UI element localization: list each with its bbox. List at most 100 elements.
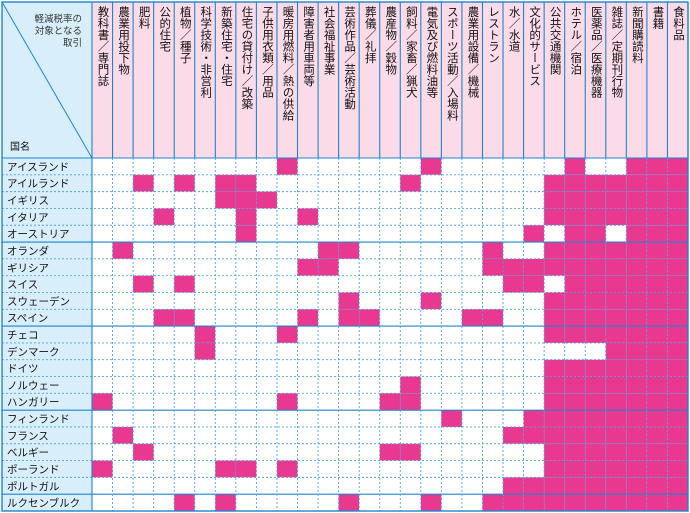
- cell-empty: [338, 174, 360, 192]
- cell-applicable: [585, 292, 606, 310]
- cell-applicable: [667, 460, 688, 478]
- cell-empty: [215, 309, 236, 327]
- cell-empty: [256, 275, 277, 293]
- cell-applicable: [564, 174, 586, 192]
- cell-empty: [461, 443, 483, 461]
- column-header-text: 水: [507, 6, 522, 18]
- cell-empty: [92, 309, 113, 327]
- cell-empty: [174, 393, 195, 411]
- cell-empty: [420, 208, 442, 226]
- cell-applicable: [667, 225, 688, 243]
- cell-applicable: [585, 443, 606, 461]
- column-header-text: ・住宅: [219, 52, 234, 87]
- cell-empty: [215, 225, 236, 243]
- column-header-text: 医薬品: [589, 6, 604, 41]
- cell-empty: [503, 225, 524, 243]
- cell-applicable: [544, 393, 565, 411]
- cell-empty: [400, 158, 421, 175]
- cell-empty: [194, 410, 216, 427]
- cell-empty: [400, 309, 421, 327]
- cell-applicable: [626, 410, 647, 427]
- cell-applicable: [667, 158, 688, 175]
- cell-empty: [174, 225, 195, 243]
- country-name: イギリス: [7, 195, 49, 207]
- column-header-text: 社会福祉事業: [322, 6, 337, 75]
- cell-empty: [318, 393, 339, 411]
- column-header-text: ／猟犬: [404, 63, 419, 99]
- cell-applicable: [646, 359, 668, 377]
- column-header: 住宅の貸付け／改築: [238, 6, 256, 156]
- cell-applicable: [585, 191, 606, 209]
- column-header-text: 電気及び燃料油等: [425, 6, 440, 98]
- cell-applicable: [564, 258, 586, 276]
- cell-applicable: [605, 376, 627, 394]
- cell-empty: [441, 426, 462, 444]
- column-header-text: 書籍: [651, 6, 666, 29]
- cell-empty: [359, 191, 380, 209]
- cell-applicable: [626, 460, 647, 478]
- cell-empty: [276, 410, 298, 427]
- cell-empty: [523, 393, 545, 411]
- corner-label-line-1: 軽減税率の: [34, 13, 82, 25]
- cell-empty: [256, 208, 277, 226]
- cell-empty: [112, 326, 134, 343]
- cell-empty: [194, 494, 216, 511]
- cell-empty: [359, 292, 380, 310]
- cell-empty: [503, 410, 524, 427]
- cell-empty: [153, 443, 175, 461]
- cell-empty: [318, 275, 339, 293]
- cell-empty: [441, 208, 462, 226]
- column-header: 電気及び燃料油等: [423, 6, 441, 156]
- cell-applicable: [92, 393, 113, 411]
- cell-empty: [482, 342, 504, 360]
- cell-empty: [297, 292, 319, 310]
- cell-empty: [276, 258, 298, 276]
- cell-empty: [482, 410, 504, 427]
- cell-applicable: [626, 393, 647, 411]
- cell-applicable: [626, 443, 647, 461]
- cell-empty: [194, 258, 216, 276]
- column-header-text: 植物: [178, 6, 193, 29]
- cell-applicable: [585, 174, 606, 192]
- column-header-text: ／水道: [507, 17, 522, 53]
- cell-empty: [420, 426, 442, 444]
- cell-empty: [503, 191, 524, 209]
- cell-applicable: [503, 494, 524, 511]
- cell-empty: [215, 242, 236, 259]
- cell-empty: [605, 225, 627, 243]
- cell-empty: [318, 426, 339, 444]
- country-name: ベルギー: [7, 447, 49, 459]
- cell-empty: [92, 275, 113, 293]
- cell-applicable: [400, 174, 421, 192]
- cell-empty: [256, 494, 277, 511]
- cell-empty: [379, 326, 401, 343]
- cell-applicable: [626, 477, 647, 495]
- cell-empty: [441, 275, 462, 293]
- cell-empty: [174, 326, 195, 343]
- cell-applicable: [564, 359, 586, 377]
- cell-empty: [338, 191, 360, 209]
- cell-applicable: [626, 158, 647, 175]
- cell-empty: [112, 309, 134, 327]
- cell-applicable: [626, 359, 647, 377]
- cell-empty: [420, 275, 442, 293]
- cell-empty: [133, 158, 154, 175]
- country-name: ギリシア: [7, 262, 49, 274]
- cell-empty: [482, 174, 504, 192]
- cell-empty: [153, 410, 175, 427]
- cell-empty: [256, 477, 277, 495]
- cell-empty: [235, 376, 257, 394]
- column-header: 教科書／専門誌: [94, 6, 112, 156]
- cell-empty: [338, 376, 360, 394]
- cell-applicable: [564, 191, 586, 209]
- cell-empty: [544, 158, 565, 175]
- cell-empty: [544, 225, 565, 243]
- column-header-text: ／医療機器: [589, 40, 604, 99]
- column-header-text: 教科書: [96, 6, 111, 41]
- cell-empty: [420, 225, 442, 243]
- cell-empty: [441, 342, 462, 360]
- column-header-text: 葬儀: [363, 6, 378, 29]
- cell-applicable: [544, 292, 565, 310]
- cell-empty: [523, 292, 545, 310]
- cell-empty: [133, 242, 154, 259]
